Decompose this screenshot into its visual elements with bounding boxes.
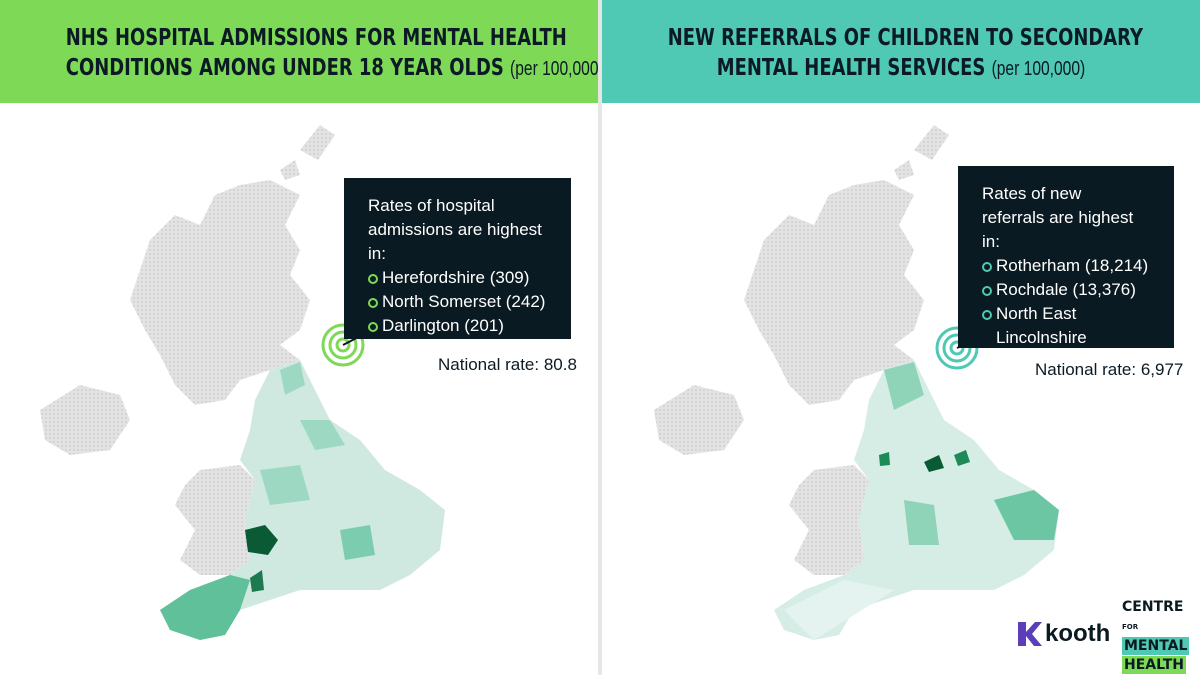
header-right: NEW REFERRALS OF CHILDREN TO SECONDARY M… [602,0,1200,103]
divider [598,0,602,675]
callout-item: Herefordshire (309) [368,266,551,290]
callout-item: North Somerset (242) [368,290,551,314]
title-line: CONDITIONS AMONG UNDER 18 YEAR OLDS [65,55,504,81]
cmh-word: CENTRE [1122,599,1184,615]
national-rate: National rate: 80.8 [438,355,577,374]
cmh-word: MENTAL [1122,637,1190,655]
callout-heading: Rates of hospital admissions are highest… [368,196,542,263]
callout-item: North East Lincolnshire (13,008) [982,302,1154,374]
title-unit: (per 100,000) [991,58,1086,80]
kooth-logo: kooth [1015,620,1110,648]
header-left: NHS HOSPITAL ADMISSIONS FOR MENTAL HEALT… [0,0,604,103]
national-rate: National rate: 6,977 [1035,360,1184,379]
cmh-word: FOR [1122,623,1139,631]
kooth-text: kooth [1045,620,1111,647]
callout-item: Rochdale (13,376) [982,278,1154,302]
callout-list: Rotherham (18,214) Rochdale (13,376) North… [982,254,1154,374]
title-line: NHS HOSPITAL ADMISSIONS FOR MENTAL HEALT… [65,25,567,51]
map-right [654,125,1059,640]
cmh-logo: CENTRE FOR MENTAL HEALTH [1122,598,1190,674]
callout-heading: Rates of new referrals are highest in: [982,184,1134,251]
callout-item: Darlington (201) [368,314,551,338]
callout-right: Rates of new referrals are highest in: R… [958,166,1174,371]
title-line: NEW REFERRALS OF CHILDREN TO SECONDARY [667,25,1143,51]
title-unit: (per 100,000) [510,58,604,80]
kooth-icon [1018,622,1042,646]
callout-list: Herefordshire (309) North Somerset (242) D… [368,266,551,338]
title-line: MENTAL HEALTH SERVICES [716,55,986,81]
cmh-word: HEALTH [1122,656,1186,674]
callout-item: Rotherham (18,214) [982,254,1154,278]
callout-left: Rates of hospital admissions are highest… [344,178,571,339]
map-left [40,125,445,640]
target-right [935,326,979,370]
target-left [321,323,365,367]
